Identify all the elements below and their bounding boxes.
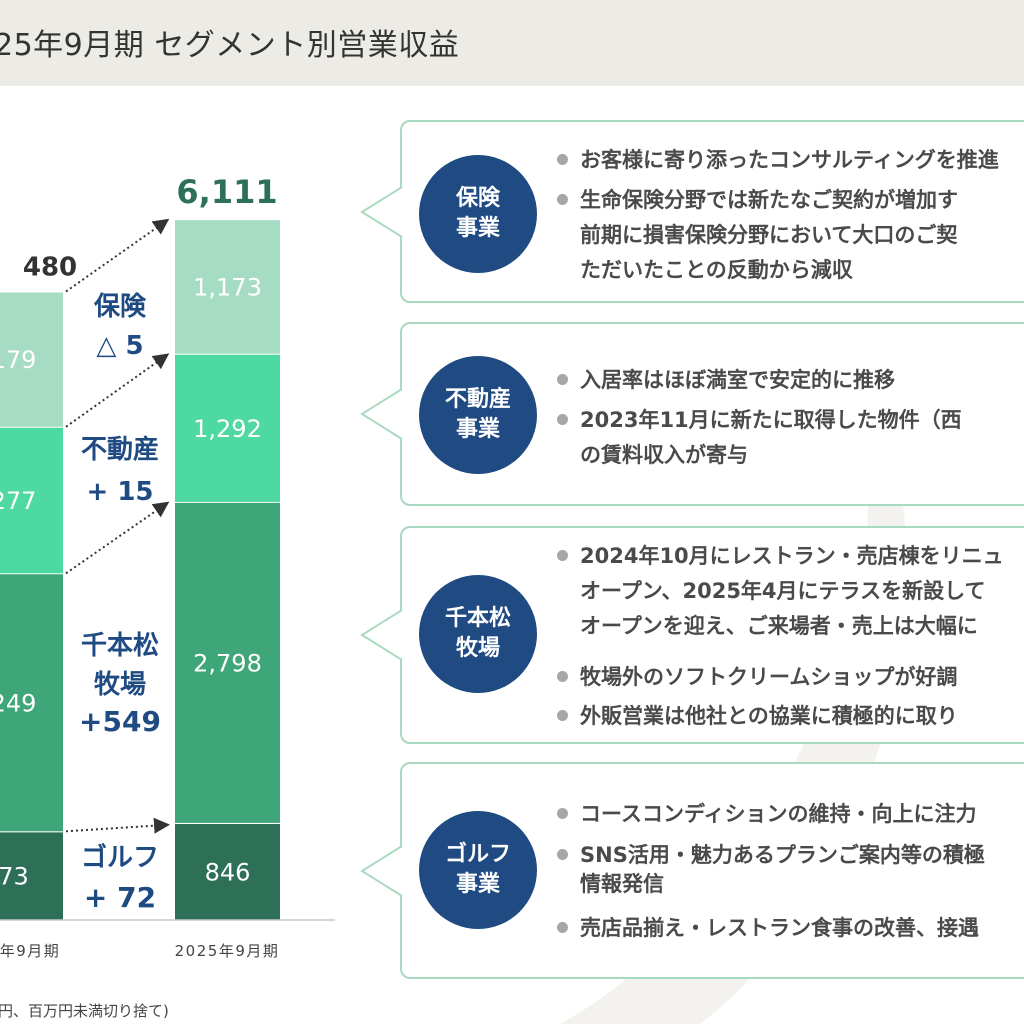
delta-label-bokujo-0: 千本松: [81, 631, 159, 661]
bullet-text: 2023年11月に新たに取得した物件（西: [580, 408, 962, 432]
segment-circle-label: 事業: [455, 417, 500, 442]
bullet-text: 情報発信: [580, 872, 664, 896]
value-label-bokujo-0: 249: [0, 689, 36, 717]
delta-label-hoken-0: 保険: [93, 291, 147, 322]
panel-tail-bokujo: [360, 609, 403, 661]
connector-arrow-fudosan: [65, 353, 170, 428]
connector-arrow-hoken: [65, 218, 170, 293]
segment-circle-label: ゴルフ: [444, 842, 511, 867]
category-label-0: 年9月期: [0, 942, 60, 960]
bullet-text: 入居率はほぼ満室で安定的に推移: [580, 368, 895, 392]
value-label-hoken-1: 1,173: [193, 273, 262, 301]
footnote: 円、百万円未満切り捨て): [0, 1002, 169, 1020]
segment-revenue-chart: 73 249 277 179 480 年9月期 846 2,798 1,292 1,173 6,11…: [0, 173, 335, 960]
delta-label-hoken-1: △ 5: [96, 331, 143, 361]
bar-fudosan-1: [175, 353, 280, 502]
segment-circle-label: 不動産: [444, 387, 511, 412]
bullet-text: の賃料収入が寄与: [580, 443, 748, 467]
bullet-text: 2024年10月にレストラン・売店棟をリニュ: [580, 544, 1004, 568]
bullet-text: オープン、2025年4月にテラスを新設して: [580, 579, 986, 603]
bar-bokujo-1: [175, 501, 280, 823]
bullet-text: SNS活用・魅力あるプランご案内等の積極: [580, 843, 985, 867]
delta-label-fudosan-0: 不動産: [81, 434, 159, 465]
delta-label-golf-0: ゴルフ: [81, 842, 159, 873]
delta-label-golf-1: + 72: [84, 881, 156, 914]
segment-circle-hoken: 保険 事業: [419, 155, 537, 273]
value-label-bokujo-1: 2,798: [193, 649, 262, 677]
segment-circle-bokujo: 千本松 牧場: [419, 575, 537, 693]
segment-circle-label: 牧場: [455, 636, 500, 661]
bullet-text: オープンを迎え、ご来場者・売上は大幅に: [580, 614, 978, 638]
total-label-0: 480: [23, 253, 77, 283]
bullet-text: 売店品揃え・レストラン食事の改善、接遇: [580, 916, 979, 940]
delta-label-bokujo-2: +549: [79, 705, 161, 738]
total-label-1: 6,111: [176, 173, 277, 211]
title-bar: 25年9月期 セグメント別営業収益: [0, 0, 1024, 86]
bar-hoken-1: [175, 219, 280, 354]
delta-label-fudosan-1: + 15: [86, 477, 153, 507]
segment-circle-label: 千本松: [444, 606, 511, 631]
segment-circle-label: 保険: [455, 186, 500, 211]
bullet-text: コースコンディションの維持・向上に注力: [580, 802, 977, 826]
bullet-text: 生命保険分野では新たなご契約が増加す: [580, 188, 958, 212]
panel-tail-fudosan: [360, 388, 403, 440]
delta-label-bokujo-1: 牧場: [94, 670, 146, 700]
bullet-text: お客様に寄り添ったコンサルティングを推進: [580, 148, 999, 172]
bar-bokujo-0: [0, 573, 63, 832]
category-label-1: 2025年9月期: [175, 942, 280, 960]
bar-golf-0: [0, 831, 63, 920]
connector-arrow-bokujo: [65, 501, 170, 575]
segment-circle-fudosan: 不動産 事業: [419, 356, 537, 474]
page-title: 25年9月期 セグメント別営業収益: [0, 28, 460, 63]
bullet-text: 牧場外のソフトクリームショップが好調: [580, 665, 958, 689]
panel-tail-golf: [360, 844, 403, 897]
bullet-text: 前期に損害保険分野において大口のご契: [580, 223, 958, 247]
value-label-fudosan-0: 277: [0, 487, 36, 515]
segment-circle-label: 事業: [455, 216, 500, 241]
segment-circle-label: 事業: [455, 872, 500, 897]
bar-hoken-0: [0, 291, 63, 427]
bullet-text: 外販営業は他社との協業に積極的に取り: [580, 704, 958, 728]
value-label-hoken-0: 179: [0, 346, 36, 374]
bar-fudosan-0: [0, 426, 63, 574]
value-label-fudosan-1: 1,292: [193, 415, 262, 443]
value-label-golf-0: 73: [0, 863, 29, 891]
connector-arrow-golf: [65, 817, 170, 834]
bar-golf-1: [175, 822, 280, 920]
panel-tail-hoken: [360, 185, 403, 238]
segment-circle-golf: ゴルフ 事業: [419, 811, 537, 929]
bullet-text: ただいたことの反動から減収: [580, 258, 853, 282]
value-label-golf-1: 846: [205, 858, 251, 886]
